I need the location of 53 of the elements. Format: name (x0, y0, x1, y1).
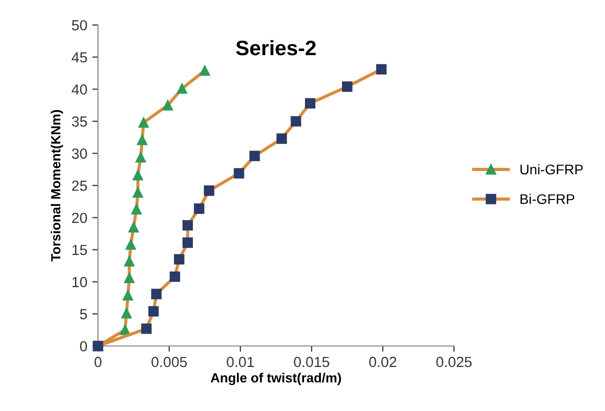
point (194, 203, 204, 214)
x-tick-label: 0.005 (152, 356, 187, 368)
point (162, 100, 173, 110)
point (126, 239, 136, 250)
y-tick-label: 10 (72, 276, 88, 288)
point (342, 81, 352, 92)
point (376, 64, 387, 75)
x-axis-title: Angle of twist(rad/m) (210, 372, 341, 386)
point (204, 185, 214, 196)
text: Series-2 (236, 40, 316, 56)
point (122, 290, 134, 300)
legend-label: Uni-GFRP (520, 164, 583, 174)
point (249, 150, 260, 162)
legend-label: Bi-GFRP (520, 194, 574, 204)
point (131, 204, 142, 214)
y-tick-label: 45 (72, 52, 87, 63)
y-tick-label: 0 (80, 341, 88, 352)
point (174, 254, 184, 265)
point (136, 134, 148, 146)
point (132, 170, 144, 180)
y-tick-label: 25 (72, 180, 87, 191)
point (124, 272, 135, 284)
point (170, 271, 180, 282)
point (290, 116, 302, 127)
y-tick-label: 35 (72, 116, 87, 127)
y-tick-label: 40 (72, 84, 88, 95)
point (141, 323, 152, 334)
point (182, 220, 193, 231)
point (148, 306, 159, 317)
y-tick-label: 30 (72, 148, 88, 159)
point (132, 187, 144, 198)
x-tick-label: 0 (94, 356, 102, 368)
x-tick-label: 0.02 (369, 356, 396, 368)
x-tick-label: 0.01 (226, 356, 254, 368)
point (276, 133, 287, 144)
point (138, 117, 149, 128)
point (176, 83, 188, 94)
y-tick-label: 50 (72, 20, 88, 30)
point (121, 308, 132, 318)
point (304, 98, 316, 109)
point (124, 256, 135, 266)
point (151, 288, 162, 300)
point (128, 222, 139, 232)
point (136, 152, 146, 162)
y-tick-label: 5 (80, 309, 87, 320)
x-tick-label: 0.025 (436, 356, 472, 368)
x-tick-label: 0.015 (294, 356, 330, 368)
point (234, 168, 244, 179)
y-axis-title: Torsional Moment(KNm) (50, 110, 64, 262)
y-tick-label: 15 (72, 244, 87, 256)
point (182, 237, 193, 248)
y-tick-label: 20 (72, 212, 88, 224)
point (200, 65, 210, 76)
